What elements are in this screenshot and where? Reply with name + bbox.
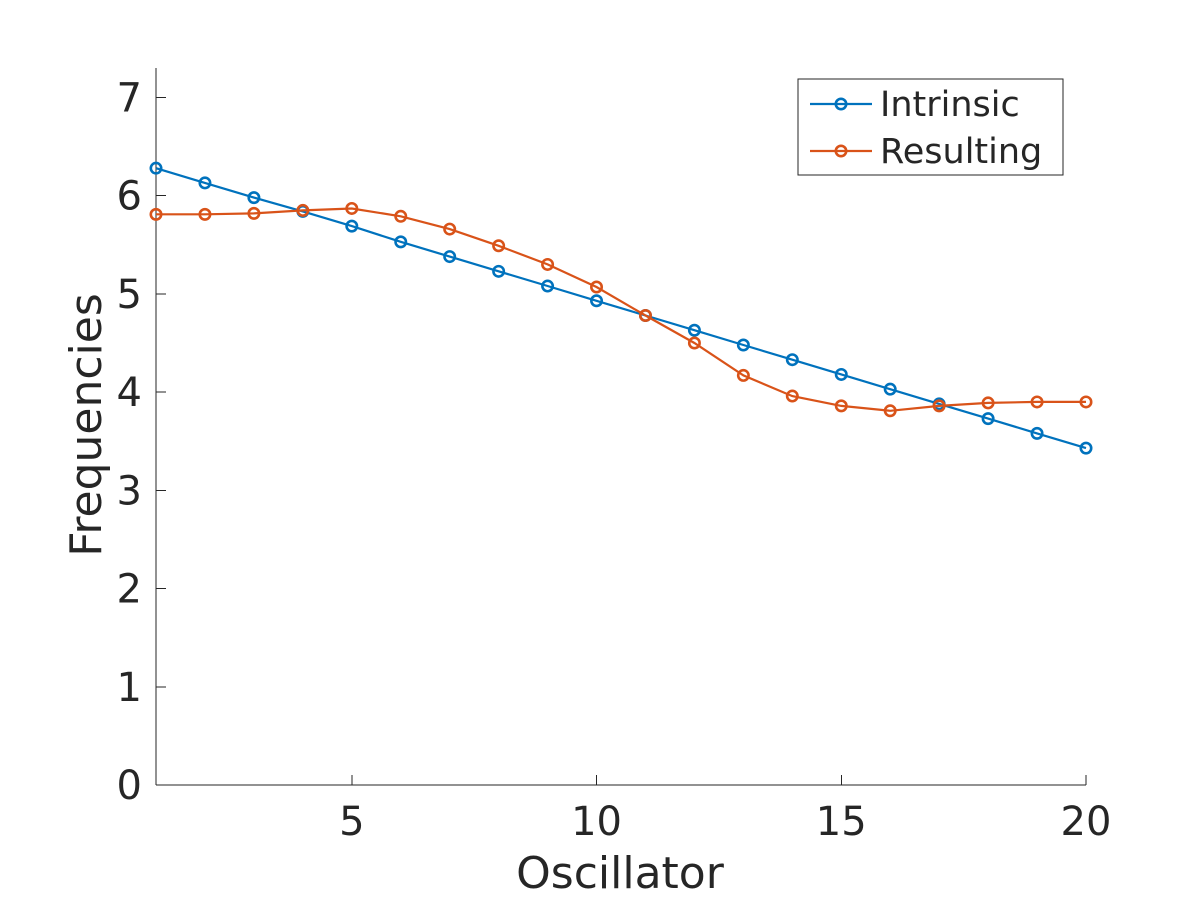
data-point-intrinsic — [736, 338, 750, 352]
x-tick-label: 15 — [816, 799, 867, 845]
data-point-resulting — [736, 368, 750, 382]
y-tick-label: 1 — [117, 665, 142, 711]
data-point-intrinsic — [149, 161, 163, 175]
y-tick-label: 2 — [117, 567, 142, 613]
data-point-intrinsic — [883, 382, 897, 396]
data-point-resulting — [541, 257, 555, 271]
data-point-resulting — [247, 206, 261, 220]
x-tick-label: 10 — [571, 799, 622, 845]
data-point-intrinsic — [492, 264, 506, 278]
data-point-intrinsic — [1030, 426, 1044, 440]
data-point-resulting — [296, 203, 310, 217]
data-point-resulting — [394, 209, 408, 223]
y-tick-label: 6 — [117, 174, 142, 220]
y-tick-label: 7 — [117, 75, 142, 121]
x-axis-label: Oscillator — [516, 848, 725, 899]
data-point-resulting — [590, 280, 604, 294]
y-tick-label: 4 — [117, 370, 142, 416]
data-point-intrinsic — [247, 191, 261, 205]
legend: Intrinsic Resulting — [797, 78, 1064, 176]
data-point-resulting — [981, 396, 995, 410]
series-resulting — [149, 201, 1093, 418]
legend-box — [797, 78, 1064, 176]
axes: 5 10 15 20 0 1 2 3 4 5 6 7 — [117, 68, 1112, 845]
data-point-resulting — [932, 399, 946, 413]
legend-label-intrinsic: Intrinsic — [880, 85, 1020, 125]
data-point-resulting — [1079, 395, 1093, 409]
data-point-intrinsic — [345, 219, 359, 233]
y-tick-label: 3 — [117, 468, 142, 514]
data-point-resulting — [638, 309, 652, 323]
data-point-resulting — [883, 404, 897, 418]
data-point-intrinsic — [394, 235, 408, 249]
data-point-resulting — [198, 207, 212, 221]
data-point-intrinsic — [785, 353, 799, 367]
legend-entry-intrinsic: Intrinsic — [810, 85, 1020, 125]
data-point-intrinsic — [687, 323, 701, 337]
data-point-intrinsic — [834, 367, 848, 381]
legend-label-resulting: Resulting — [880, 132, 1042, 172]
data-point-intrinsic — [981, 412, 995, 426]
legend-entry-resulting: Resulting — [810, 132, 1042, 172]
x-tick-label: 20 — [1061, 799, 1112, 845]
data-point-intrinsic — [443, 250, 457, 264]
data-point-resulting — [443, 222, 457, 236]
legend-marker-intrinsic — [834, 97, 848, 111]
data-point-intrinsic — [590, 294, 604, 308]
series-intrinsic — [149, 161, 1093, 455]
data-point-resulting — [149, 207, 163, 221]
series-layer — [149, 161, 1093, 455]
y-tick-label: 0 — [117, 763, 142, 809]
data-point-intrinsic — [1079, 441, 1093, 455]
data-point-resulting — [687, 336, 701, 350]
data-point-resulting — [492, 239, 506, 253]
data-point-resulting — [345, 201, 359, 215]
y-axis-label: Frequencies — [61, 293, 112, 556]
data-point-resulting — [834, 399, 848, 413]
series-line-resulting — [156, 207, 1086, 412]
data-point-resulting — [785, 389, 799, 403]
data-point-intrinsic — [541, 279, 555, 293]
x-tick-label: 5 — [339, 799, 364, 845]
series-line-intrinsic — [155, 167, 1087, 450]
data-point-intrinsic — [198, 176, 212, 190]
y-tick-label: 5 — [117, 272, 142, 318]
legend-marker-resulting — [834, 144, 848, 158]
data-point-resulting — [1030, 395, 1044, 409]
